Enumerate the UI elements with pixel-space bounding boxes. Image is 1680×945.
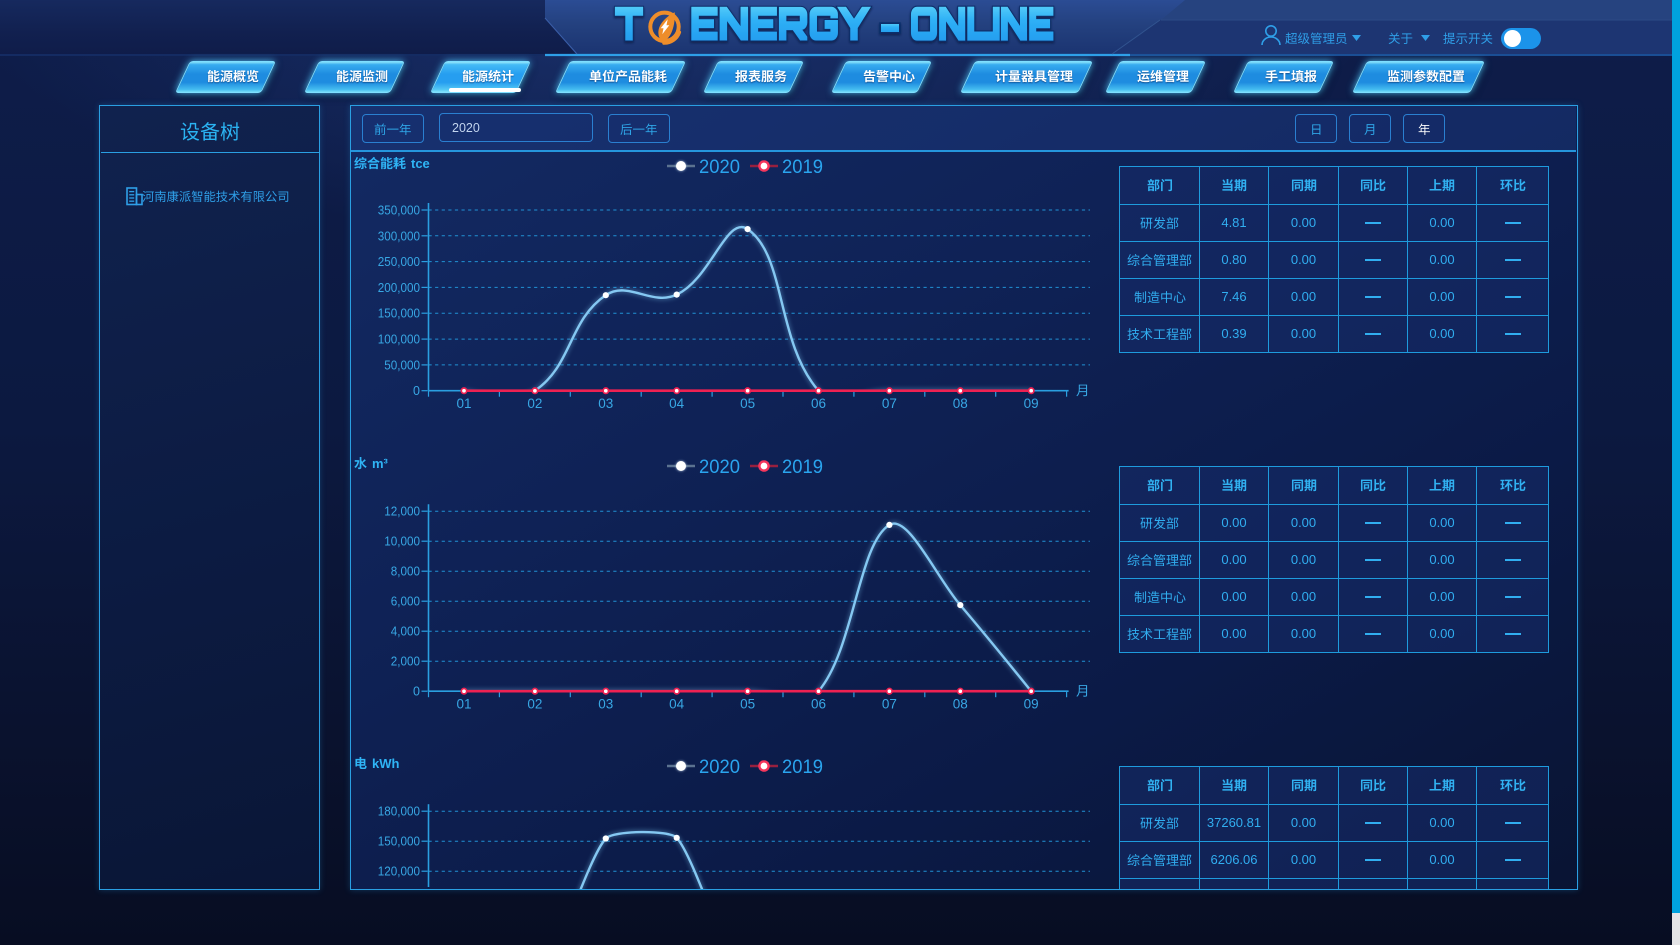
svg-text:2019: 2019 (782, 156, 823, 178)
svg-text:6,000: 6,000 (391, 595, 420, 609)
svg-text:07: 07 (882, 396, 897, 411)
svg-text:180,000: 180,000 (378, 805, 420, 819)
svg-text:03: 03 (598, 697, 613, 712)
svg-text:2020: 2020 (699, 156, 740, 178)
svg-text:120,000: 120,000 (378, 865, 420, 879)
svg-text:100,000: 100,000 (378, 333, 420, 347)
svg-text:09: 09 (1024, 697, 1039, 712)
svg-text:03: 03 (598, 396, 613, 411)
svg-text:2020: 2020 (699, 456, 740, 478)
svg-text:2019: 2019 (782, 756, 823, 778)
svg-text:05: 05 (740, 697, 755, 712)
svg-text:08: 08 (953, 396, 968, 411)
svg-text:04: 04 (669, 697, 685, 712)
svg-text:350,000: 350,000 (378, 204, 420, 218)
svg-text:09: 09 (1024, 396, 1039, 411)
svg-text:07: 07 (882, 697, 897, 712)
svg-text:m³: m³ (372, 456, 389, 471)
svg-text:2020: 2020 (699, 756, 740, 778)
svg-text:4,000: 4,000 (391, 625, 420, 639)
svg-text:01: 01 (456, 396, 471, 411)
svg-text:02: 02 (527, 697, 542, 712)
svg-text:10,000: 10,000 (384, 535, 420, 549)
svg-text:02: 02 (527, 396, 542, 411)
svg-text:12,000: 12,000 (384, 505, 420, 519)
svg-text:8,000: 8,000 (391, 565, 420, 579)
svg-text:2,000: 2,000 (391, 655, 420, 669)
svg-text:06: 06 (811, 396, 826, 411)
svg-text:04: 04 (669, 396, 685, 411)
svg-text:250,000: 250,000 (378, 255, 420, 269)
svg-text:kWh: kWh (372, 756, 400, 771)
svg-text:05: 05 (740, 396, 755, 411)
svg-text:150,000: 150,000 (378, 307, 420, 321)
svg-text:0: 0 (413, 685, 420, 699)
svg-text:2019: 2019 (782, 456, 823, 478)
svg-text:300,000: 300,000 (378, 229, 420, 243)
svg-text:01: 01 (456, 697, 471, 712)
svg-text:50,000: 50,000 (384, 358, 420, 372)
svg-text:0: 0 (413, 384, 420, 398)
svg-text:06: 06 (811, 697, 826, 712)
svg-text:08: 08 (953, 697, 968, 712)
svg-text:tce: tce (411, 156, 430, 171)
svg-text:200,000: 200,000 (378, 281, 420, 295)
svg-text:150,000: 150,000 (378, 835, 420, 849)
